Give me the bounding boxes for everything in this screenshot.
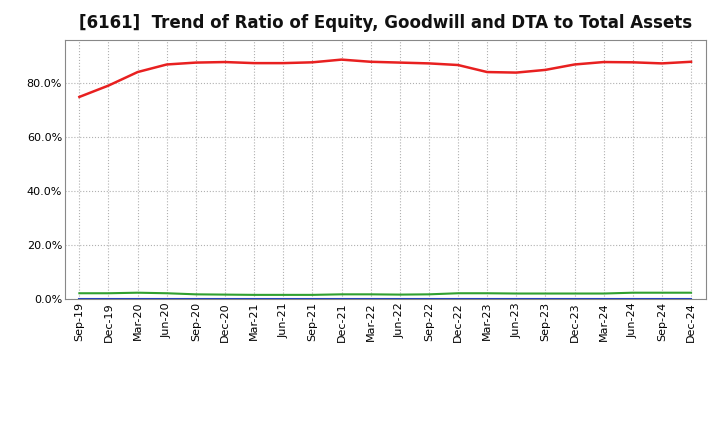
Goodwill xyxy=(163,297,171,302)
Deferred Tax Assets xyxy=(75,290,84,296)
Equity xyxy=(337,57,346,62)
Equity xyxy=(308,60,317,65)
Equity xyxy=(512,70,521,75)
Deferred Tax Assets xyxy=(629,290,637,295)
Equity xyxy=(629,60,637,65)
Goodwill xyxy=(629,297,637,302)
Goodwill xyxy=(425,297,433,302)
Deferred Tax Assets xyxy=(279,292,287,297)
Deferred Tax Assets xyxy=(250,292,258,297)
Deferred Tax Assets xyxy=(337,292,346,297)
Goodwill xyxy=(366,297,375,302)
Deferred Tax Assets xyxy=(104,290,113,296)
Deferred Tax Assets xyxy=(220,292,229,297)
Goodwill xyxy=(599,297,608,302)
Equity xyxy=(279,60,287,66)
Deferred Tax Assets xyxy=(483,290,492,296)
Goodwill xyxy=(687,297,696,302)
Goodwill xyxy=(192,297,200,302)
Equity xyxy=(75,94,84,99)
Deferred Tax Assets xyxy=(454,290,462,296)
Equity xyxy=(541,67,550,73)
Equity xyxy=(250,60,258,66)
Goodwill xyxy=(75,297,84,302)
Deferred Tax Assets xyxy=(687,290,696,295)
Deferred Tax Assets xyxy=(163,290,171,296)
Equity xyxy=(454,62,462,68)
Equity xyxy=(192,60,200,65)
Line: Deferred Tax Assets: Deferred Tax Assets xyxy=(79,293,691,295)
Equity xyxy=(657,61,666,66)
Goodwill xyxy=(395,297,404,302)
Deferred Tax Assets xyxy=(192,292,200,297)
Goodwill xyxy=(512,297,521,302)
Equity xyxy=(483,70,492,75)
Goodwill xyxy=(220,297,229,302)
Equity xyxy=(104,83,113,88)
Goodwill xyxy=(133,297,142,302)
Goodwill xyxy=(570,297,579,302)
Equity xyxy=(133,70,142,75)
Equity xyxy=(395,60,404,65)
Goodwill xyxy=(337,297,346,302)
Line: Equity: Equity xyxy=(79,59,691,97)
Goodwill xyxy=(279,297,287,302)
Deferred Tax Assets xyxy=(308,292,317,297)
Equity xyxy=(366,59,375,64)
Deferred Tax Assets xyxy=(512,291,521,296)
Deferred Tax Assets xyxy=(133,290,142,295)
Goodwill xyxy=(541,297,550,302)
Equity xyxy=(220,59,229,65)
Deferred Tax Assets xyxy=(541,291,550,296)
Equity xyxy=(687,59,696,64)
Deferred Tax Assets xyxy=(366,292,375,297)
Goodwill xyxy=(483,297,492,302)
Deferred Tax Assets xyxy=(599,291,608,296)
Equity xyxy=(425,61,433,66)
Equity xyxy=(599,59,608,65)
Deferred Tax Assets xyxy=(570,291,579,296)
Title: [6161]  Trend of Ratio of Equity, Goodwill and DTA to Total Assets: [6161] Trend of Ratio of Equity, Goodwil… xyxy=(78,15,692,33)
Deferred Tax Assets xyxy=(425,292,433,297)
Goodwill xyxy=(104,297,113,302)
Deferred Tax Assets xyxy=(395,292,404,297)
Deferred Tax Assets xyxy=(657,290,666,295)
Goodwill xyxy=(657,297,666,302)
Goodwill xyxy=(250,297,258,302)
Equity xyxy=(570,62,579,67)
Goodwill xyxy=(308,297,317,302)
Equity xyxy=(163,62,171,67)
Goodwill xyxy=(454,297,462,302)
